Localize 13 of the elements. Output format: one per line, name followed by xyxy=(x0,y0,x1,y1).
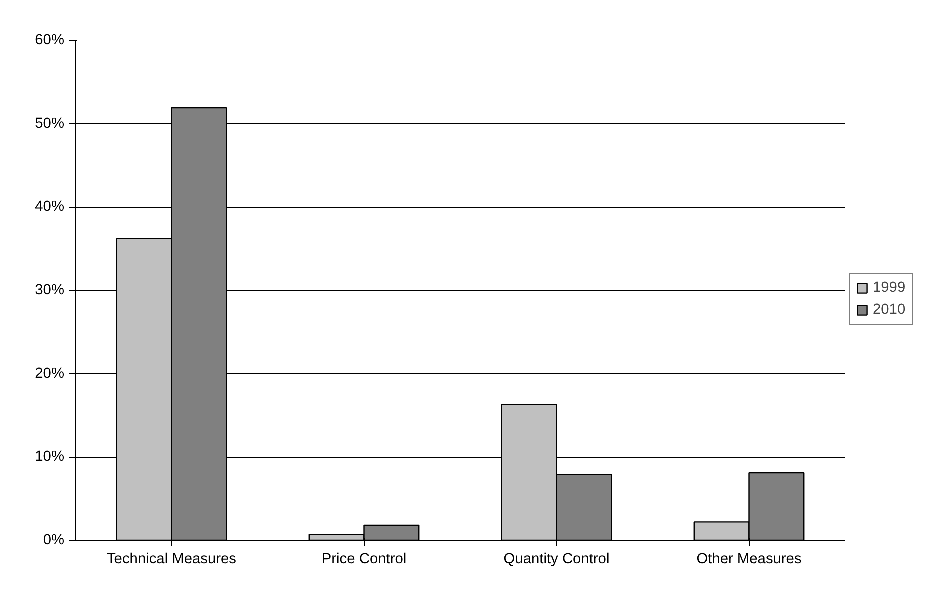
y-tick-label: 30% xyxy=(35,282,65,298)
x-tick-label: Price Control xyxy=(322,552,407,568)
legend-label: 2010 xyxy=(873,302,906,318)
y-tick-label: 60% xyxy=(35,32,65,48)
x-tick-label: Quantity Control xyxy=(504,552,610,568)
legend-label: 1999 xyxy=(873,280,906,296)
y-tick-label: 40% xyxy=(35,199,65,216)
x-tick-label: Technical Measures xyxy=(106,552,237,568)
y-tick-label: 50% xyxy=(35,116,65,132)
x-tick-label: Other Measures xyxy=(696,552,802,568)
y-tick-label: 0% xyxy=(43,532,65,548)
y-tick-label: 20% xyxy=(35,366,65,382)
y-tick-label: 10% xyxy=(35,449,65,466)
